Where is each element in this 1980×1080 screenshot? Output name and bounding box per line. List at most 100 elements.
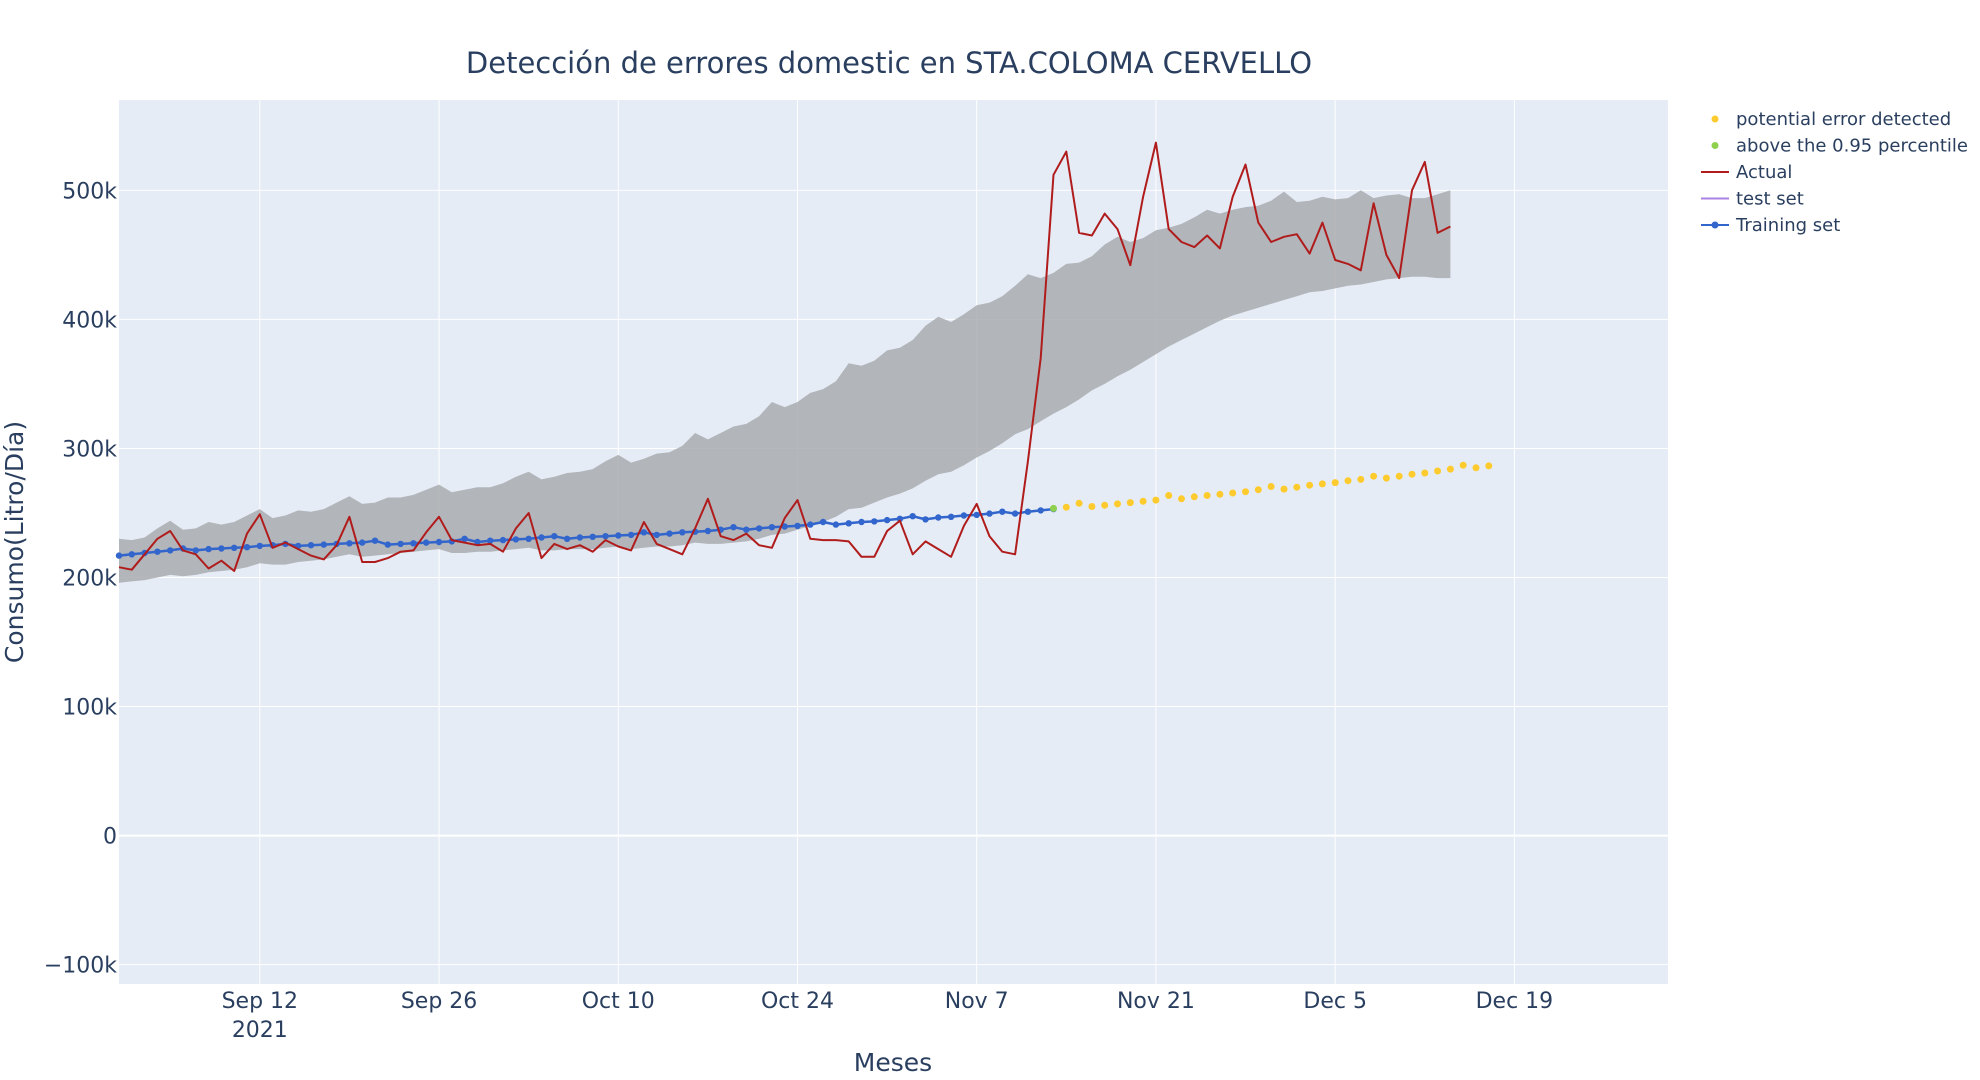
potential-error-point	[1242, 488, 1249, 496]
potential-error-point	[1152, 496, 1160, 504]
y-tick-label: 500k	[62, 179, 117, 204]
potential-error-point	[1344, 477, 1352, 485]
training-set-point	[653, 531, 660, 539]
legend-label: Actual	[1736, 162, 1792, 183]
x-tick-label: Dec 19	[1476, 989, 1554, 1014]
training-set-point	[794, 522, 801, 530]
training-set-point	[807, 521, 814, 528]
y-tick-label: 0	[103, 825, 117, 850]
potential-error-point	[1421, 469, 1429, 477]
training-set-point	[346, 540, 353, 547]
x-tick-label: Sep 12	[222, 989, 298, 1014]
training-set-point	[576, 534, 584, 541]
potential-error-point	[1472, 464, 1480, 472]
training-set-point	[423, 539, 430, 546]
training-set-point	[551, 533, 558, 540]
training-set-point	[461, 535, 468, 542]
x-tick-label: Nov 21	[1117, 989, 1195, 1014]
potential-error-point	[1395, 472, 1403, 480]
training-set-point	[973, 511, 980, 519]
training-set-point	[640, 529, 648, 536]
potential-error-point	[1254, 486, 1262, 494]
training-set-point	[986, 510, 993, 517]
training-set-point	[307, 542, 315, 549]
legend-label: Training set	[1735, 215, 1840, 236]
x-axis-title: Meses	[854, 1048, 932, 1077]
potential-error-point	[1370, 472, 1378, 480]
training-set-point	[192, 547, 199, 554]
potential-error-point	[1357, 475, 1365, 483]
y-tick-label: 300k	[62, 437, 117, 462]
potential-error-point	[1165, 492, 1173, 499]
training-set-point	[845, 520, 852, 527]
potential-error-point	[1306, 481, 1314, 489]
training-set-point	[128, 551, 135, 558]
potential-error-point	[1459, 461, 1467, 469]
potential-error-point	[1088, 503, 1096, 510]
y-tick-label: 100k	[62, 696, 117, 721]
potential-error-point	[1331, 479, 1339, 487]
training-set-point	[256, 542, 263, 550]
training-set-point	[999, 508, 1006, 515]
series-group	[115, 141, 1493, 572]
training-set-point	[883, 516, 891, 524]
training-set-point	[935, 514, 942, 521]
training-set-point	[615, 532, 622, 539]
x-tick-label: Sep 26	[401, 989, 477, 1014]
training-set-point	[1024, 508, 1032, 515]
training-set-point	[563, 535, 571, 542]
training-set-point	[730, 524, 737, 531]
training-set-point	[397, 540, 404, 548]
training-set-point	[154, 548, 161, 555]
training-set-point	[602, 533, 609, 540]
training-set-point	[960, 512, 968, 519]
training-set-point	[538, 534, 545, 541]
training-set-point	[218, 545, 225, 552]
training-set-point	[320, 541, 327, 548]
potential-error-point	[1075, 499, 1083, 507]
x-tick-year-label: 2021	[232, 1018, 288, 1043]
y-axis-ticks: −100k 0 100k 200k 300k 400k 500k	[44, 179, 117, 978]
potential-error-point	[1126, 499, 1134, 507]
training-set-point	[896, 515, 904, 522]
training-set-point	[115, 552, 123, 559]
x-tick-label: Dec 5	[1303, 989, 1367, 1014]
training-set-point	[231, 544, 238, 551]
potential-error-point	[1216, 490, 1224, 498]
training-set-point	[499, 536, 507, 544]
potential-error-point	[1408, 470, 1416, 478]
potential-error-point	[1485, 462, 1493, 470]
training-set-point	[435, 538, 443, 546]
legend-marker	[1711, 115, 1719, 123]
y-axis-title: Consumo(Litro/Día)	[0, 421, 29, 663]
potential-error-point	[1190, 493, 1198, 501]
training-set-point	[627, 531, 635, 539]
training-set-point	[871, 518, 878, 525]
y-tick-label: −100k	[44, 954, 117, 979]
training-set-point	[679, 529, 686, 536]
potential-error-point	[1382, 474, 1390, 482]
training-set-point	[819, 518, 827, 526]
potential-error-point	[1178, 495, 1185, 503]
training-set-point	[371, 537, 379, 544]
training-set-point	[525, 535, 532, 542]
potential-error-point	[1101, 501, 1109, 509]
legend-marker-dot	[1711, 221, 1719, 229]
x-axis-ticks: Sep 12 2021 Sep 26 Oct 10 Oct 24 Nov 7 Nov 21 D…	[222, 989, 1554, 1043]
training-set-point	[755, 525, 763, 532]
potential-error-point	[1434, 467, 1442, 475]
legend-label: potential error detected	[1736, 109, 1951, 130]
y-tick-label: 200k	[62, 566, 117, 591]
training-set-point	[832, 521, 840, 528]
training-set-point	[858, 518, 865, 526]
potential-error-point	[1280, 485, 1288, 493]
potential-error-point	[1203, 492, 1211, 499]
training-set-point	[410, 540, 417, 547]
confidence-band	[119, 190, 1451, 583]
legend-label: above the 0.95 percentile	[1736, 136, 1968, 157]
potential-error-point	[1229, 489, 1237, 497]
actual-line	[118, 141, 1451, 572]
training-set-point	[704, 527, 712, 535]
training-set-point	[768, 524, 776, 531]
